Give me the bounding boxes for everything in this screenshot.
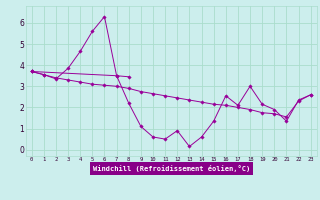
X-axis label: Windchill (Refroidissement éolien,°C): Windchill (Refroidissement éolien,°C) — [92, 165, 250, 172]
